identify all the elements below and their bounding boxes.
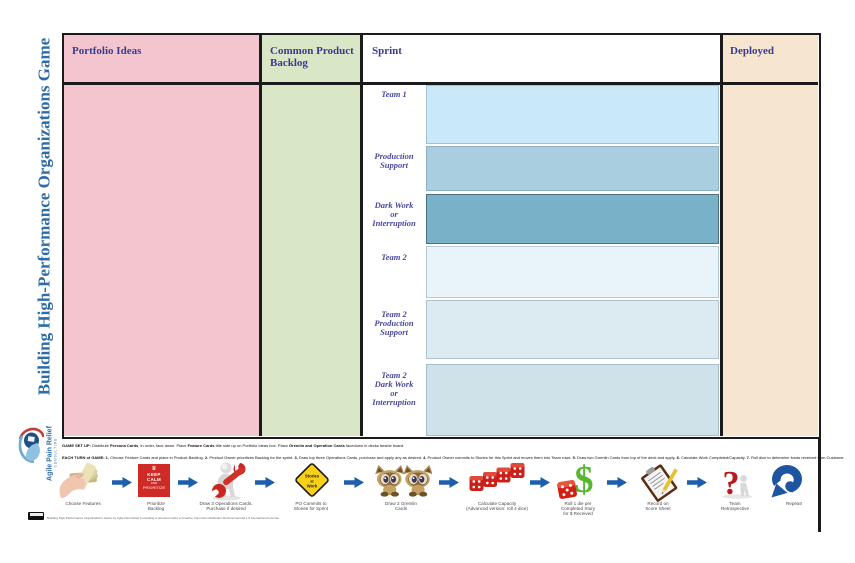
svg-text:?: ?: [723, 465, 740, 499]
svg-text:$: $: [575, 460, 594, 500]
svg-text:Stories: Stories: [305, 474, 320, 479]
svg-text:at: at: [310, 480, 314, 484]
svg-text:Work: Work: [307, 484, 318, 489]
